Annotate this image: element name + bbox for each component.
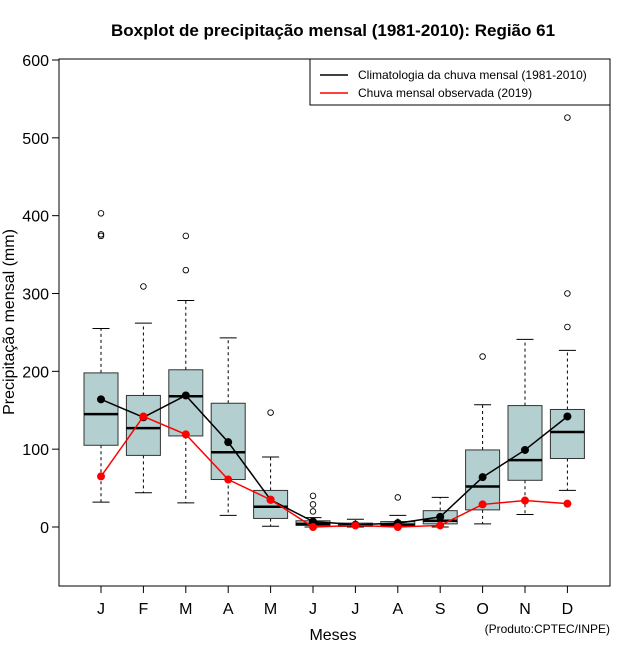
series-point xyxy=(563,499,572,508)
series-point xyxy=(139,412,148,421)
credit-text: (Produto:CPTEC/INPE) xyxy=(485,622,610,636)
series-point xyxy=(309,523,317,531)
outlier-point xyxy=(140,283,147,290)
series-point xyxy=(224,438,233,447)
x-tick-label: D xyxy=(562,601,574,618)
series-point xyxy=(393,523,402,531)
box-2 xyxy=(125,283,161,494)
box-iqr xyxy=(253,489,289,519)
plot-frame xyxy=(58,58,611,587)
legend-box xyxy=(309,58,611,106)
box-12 xyxy=(549,114,585,491)
x-axis-label: Meses xyxy=(309,627,356,644)
climatology-series xyxy=(97,391,572,529)
box-4 xyxy=(210,337,246,516)
outlier-point xyxy=(182,232,190,240)
outlier-point xyxy=(309,492,317,500)
chart-title: Boxplot de precipitação mensal (1981-201… xyxy=(111,21,555,40)
x-tick-label: M xyxy=(264,601,277,618)
box-iqr xyxy=(168,369,204,437)
x-tick-label: J xyxy=(97,601,105,618)
outlier-point xyxy=(182,266,190,274)
series-point xyxy=(563,412,572,421)
series-point xyxy=(521,445,529,454)
x-tick-label: J xyxy=(351,601,359,618)
box-1 xyxy=(83,210,119,503)
y-axis: 0 100 200 300 400 500 600 xyxy=(22,53,59,537)
x-tick-label: A xyxy=(223,601,234,618)
x-tick-label: J xyxy=(309,601,317,618)
outlier-point xyxy=(564,323,571,331)
series-point xyxy=(266,495,275,504)
legend-entry: Climatologia da chuva mensal (1981-2010) xyxy=(358,68,587,82)
box-3 xyxy=(168,232,204,504)
series-line xyxy=(100,394,568,526)
series-point xyxy=(181,430,190,439)
y-tick-label: 0 xyxy=(40,520,49,537)
series-line xyxy=(100,415,568,528)
x-tick-label: O xyxy=(476,601,488,618)
series-point xyxy=(478,500,487,509)
outlier-point xyxy=(267,409,274,416)
box-iqr xyxy=(507,405,543,481)
box-10 xyxy=(465,353,501,525)
y-tick-label: 300 xyxy=(22,287,49,304)
series-point xyxy=(521,496,529,505)
y-tick-label: 200 xyxy=(22,364,49,381)
y-tick-label: 100 xyxy=(22,442,49,459)
outlier-point xyxy=(97,231,105,238)
x-tick-label: F xyxy=(139,601,149,618)
series-point xyxy=(436,512,445,521)
y-tick-label: 500 xyxy=(22,131,49,148)
y-tick-label: 600 xyxy=(22,53,49,70)
boxes xyxy=(83,114,585,528)
series-point xyxy=(97,472,105,481)
outlier-point xyxy=(479,353,486,360)
series-point xyxy=(351,521,360,530)
y-tick-label: 400 xyxy=(22,209,49,226)
x-tick-label: S xyxy=(435,601,446,618)
x-tick-label: M xyxy=(179,601,192,618)
outlier-point xyxy=(564,114,571,121)
outlier-point xyxy=(564,290,571,297)
outlier-point xyxy=(394,494,402,501)
outlier-point xyxy=(309,501,317,508)
legend: Climatologia da chuva mensal (1981-2010)… xyxy=(309,58,611,106)
y-axis-label: Precipitação mensal (mm) xyxy=(1,229,18,415)
box-iqr xyxy=(125,394,161,456)
series-lines xyxy=(97,391,572,531)
x-tick-label: A xyxy=(392,601,403,618)
series-point xyxy=(478,473,487,482)
series-point xyxy=(224,475,233,484)
box-11 xyxy=(507,338,543,516)
series-point xyxy=(97,395,105,404)
box-iqr xyxy=(83,372,119,446)
legend-entry: Chuva mensal observada (2019) xyxy=(358,86,532,100)
x-tick-label: N xyxy=(519,601,531,618)
outlier-point xyxy=(309,508,317,515)
series-point xyxy=(181,391,190,400)
box-5 xyxy=(253,409,289,527)
series-point xyxy=(436,521,445,530)
outlier-point xyxy=(97,210,105,217)
observed-series xyxy=(97,412,572,531)
